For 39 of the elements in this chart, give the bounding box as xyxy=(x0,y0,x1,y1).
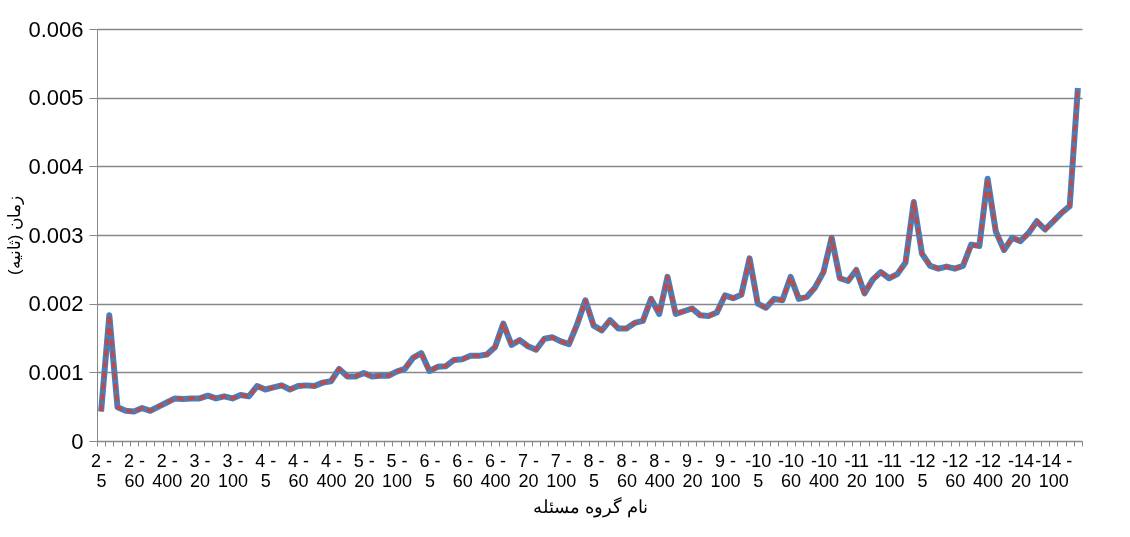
y-tick-label: 0.006 xyxy=(28,16,84,42)
x-tick-label: -11 100 xyxy=(874,450,905,491)
x-tick-label: -10 5 xyxy=(745,450,772,491)
x-tick-label: -14 20 xyxy=(1007,450,1034,491)
x-tick-label: 5 - 20 xyxy=(353,450,375,491)
x-tick-label: -12 400 xyxy=(973,450,1004,491)
x-tick-label: -10 400 xyxy=(808,450,839,491)
x-tick-label: 4 - 5 xyxy=(255,450,277,491)
x-tick-label: 8 - 400 xyxy=(644,450,675,491)
x-tick-label: -10 60 xyxy=(778,450,805,491)
x-tick-label: 4 - 60 xyxy=(288,450,310,491)
x-tick-label: 6 - 60 xyxy=(452,450,474,491)
y-tick-label: 0.004 xyxy=(28,153,84,179)
x-tick-label: 7 - 20 xyxy=(517,450,539,491)
x-tick-label: 9 - 100 xyxy=(710,450,741,491)
y-tick-label: 0.005 xyxy=(28,85,84,111)
x-tick-label: -14 - 100 xyxy=(1035,450,1073,491)
x-axis-title: نام گروه مسئله xyxy=(532,495,648,518)
x-tick-label: 2 - 400 xyxy=(152,450,183,491)
x-tick-label: 2 - 5 xyxy=(91,450,113,491)
y-axis-title: زمان (ثانیه) xyxy=(5,195,26,276)
x-tick-label: -11 20 xyxy=(844,450,870,491)
x-tick-label: 7 - 100 xyxy=(546,450,577,491)
x-tick-label: -12 60 xyxy=(942,450,969,491)
x-tick-label: 6 - 5 xyxy=(419,450,441,491)
x-tick-label: -12 5 xyxy=(909,450,936,491)
y-tick-label: 0.003 xyxy=(28,222,84,248)
x-tick-label: 3 - 100 xyxy=(217,450,248,491)
x-tick-label: 9 - 20 xyxy=(682,450,704,491)
x-tick-label: 8 - 60 xyxy=(616,450,638,491)
y-tick-label: 0.001 xyxy=(28,359,84,385)
x-tick-label: 2 - 60 xyxy=(123,450,145,491)
x-tick-label: 8 - 5 xyxy=(583,450,605,491)
x-tick-label: 6 - 400 xyxy=(480,450,511,491)
y-tick-label: 0 xyxy=(71,428,84,454)
y-tick-label: 0.002 xyxy=(28,291,84,317)
x-tick-label: 3 - 20 xyxy=(189,450,211,491)
x-tick-label: 5 - 100 xyxy=(382,450,413,491)
x-tick-label: 4 - 400 xyxy=(316,450,347,491)
